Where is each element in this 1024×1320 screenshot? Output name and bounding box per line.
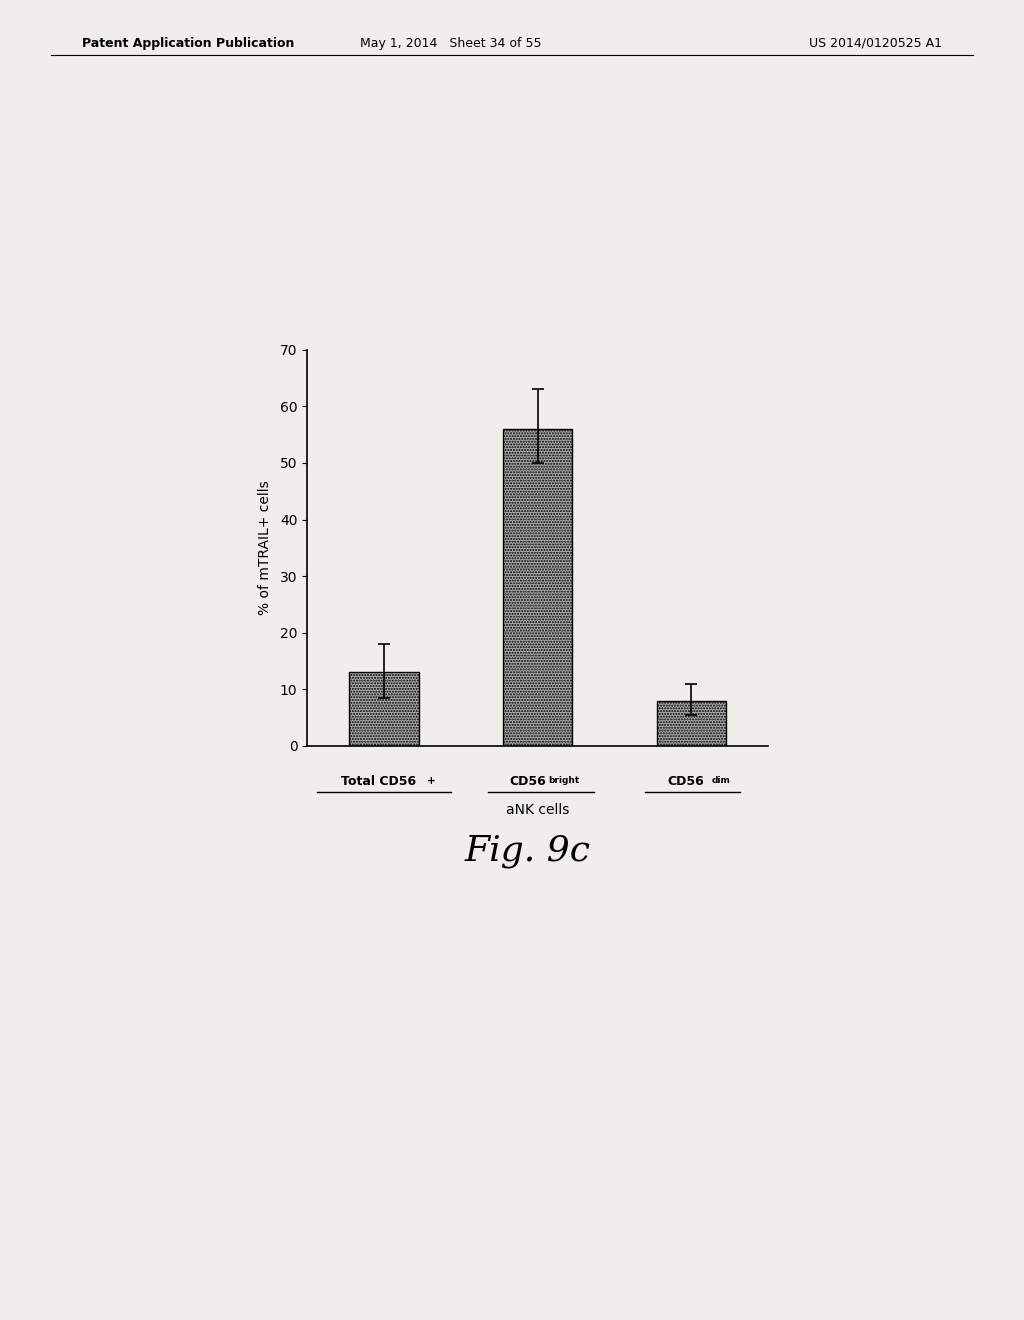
Text: Patent Application Publication: Patent Application Publication (82, 37, 294, 50)
Text: Fig. 9c: Fig. 9c (464, 834, 591, 869)
Text: +: + (427, 776, 436, 787)
Text: Total CD56: Total CD56 (341, 775, 417, 788)
Bar (656, 701, 726, 746)
Text: bright: bright (548, 776, 580, 785)
Text: aNK cells: aNK cells (506, 803, 569, 817)
Text: US 2014/0120525 A1: US 2014/0120525 A1 (809, 37, 942, 50)
Text: dim: dim (712, 776, 730, 785)
Bar (503, 429, 572, 746)
Text: CD56: CD56 (668, 775, 705, 788)
Y-axis label: % of mTRAIL+ cells: % of mTRAIL+ cells (257, 480, 271, 615)
Text: CD56: CD56 (509, 775, 546, 788)
Bar (349, 672, 419, 746)
Text: May 1, 2014   Sheet 34 of 55: May 1, 2014 Sheet 34 of 55 (359, 37, 542, 50)
